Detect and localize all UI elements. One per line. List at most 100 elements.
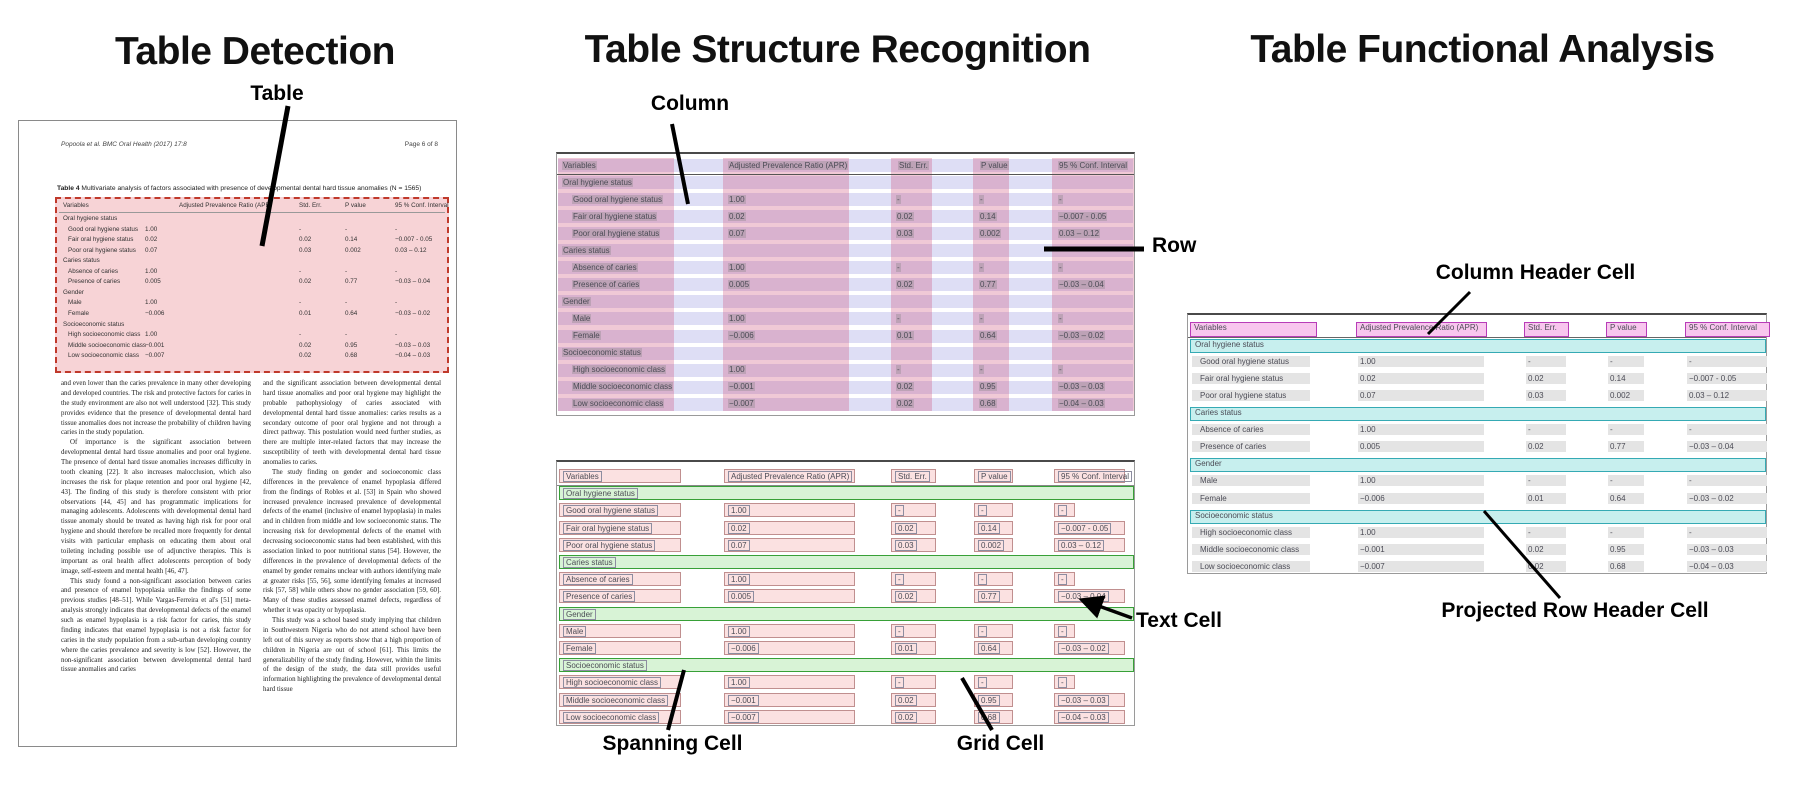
body-cell-band bbox=[1526, 526, 1566, 538]
text-cell: Adjusted Prevalence Ratio (APR) bbox=[728, 471, 853, 482]
grid-cell-box: 0.77 bbox=[974, 589, 1013, 604]
doc-cell-value: 0.77 bbox=[345, 278, 358, 286]
functional-cell-text: Fair oral hygiene status bbox=[1200, 374, 1284, 384]
structure-cell-text: −0.03 – 0.03 bbox=[1058, 382, 1105, 392]
structure-cell-text: - bbox=[1058, 262, 1063, 273]
row-band bbox=[558, 244, 1133, 258]
body-cell-band bbox=[1608, 543, 1644, 555]
text-cell: −0.03 – 0.02 bbox=[1058, 643, 1109, 654]
text-highlight: 0.005 bbox=[728, 279, 751, 289]
structure-cell-text: Female bbox=[572, 331, 601, 341]
grid-cell-box: Presence of caries bbox=[559, 589, 681, 604]
functional-cell-text: −0.03 – 0.04 bbox=[1689, 442, 1734, 452]
header-cell-box: 95 % Conf. Interval bbox=[1054, 469, 1133, 483]
row-band bbox=[558, 346, 1133, 360]
text-highlight: 0.68 bbox=[979, 399, 997, 409]
body-cell-band bbox=[1526, 475, 1566, 487]
doc-cell-value: - bbox=[345, 299, 348, 307]
text-cell: −0.006 bbox=[728, 643, 759, 654]
doc-cell-value: - bbox=[299, 225, 302, 233]
text-cell: Variables bbox=[563, 471, 602, 482]
text-highlight: Std. Err. bbox=[898, 161, 929, 170]
text-cell: Caries status bbox=[563, 557, 616, 568]
grid-cell-box: 0.002 bbox=[974, 537, 1013, 552]
row-band bbox=[558, 278, 1133, 292]
doc-cell-value: −0.007 bbox=[145, 352, 165, 360]
column-header-cell: P value bbox=[1606, 322, 1647, 337]
body-cell-band bbox=[1608, 475, 1644, 487]
row-band bbox=[558, 193, 1133, 207]
callout-text-cell: Text Cell bbox=[1136, 609, 1222, 632]
panel-title-detection: Table Detection bbox=[115, 30, 396, 73]
grid-cell-box: 1.00 bbox=[724, 503, 855, 518]
text-highlight: Poor oral hygiene status bbox=[572, 228, 661, 238]
grid-cell-box: −0.04 – 0.03 bbox=[1054, 709, 1125, 724]
text-cell: - bbox=[978, 677, 987, 689]
doc-cell-value: - bbox=[299, 267, 302, 275]
functional-cell-text: 1.00 bbox=[1360, 476, 1376, 486]
doc-row-label: Low socioeconomic class bbox=[68, 352, 140, 360]
doc-row-label: Good oral hygiene status bbox=[68, 225, 139, 233]
functional-cell-text: - bbox=[1528, 357, 1531, 367]
functional-cell-text: Male bbox=[1200, 476, 1218, 486]
row-band bbox=[558, 176, 1133, 190]
text-cell: Socioeconomic status bbox=[563, 660, 647, 672]
structure-cell-text: Gender bbox=[562, 296, 591, 307]
text-cell: 0.02 bbox=[895, 591, 917, 603]
text-cell: - bbox=[1058, 677, 1067, 689]
doc-row-label: Presence of caries bbox=[68, 278, 121, 286]
structure-cell-text: Presence of caries bbox=[572, 279, 641, 290]
structure-cell-text: - bbox=[896, 313, 901, 324]
text-cell: 0.77 bbox=[978, 591, 1000, 603]
text-cell: 0.002 bbox=[978, 539, 1005, 551]
doc-cell-value: 0.02 bbox=[299, 341, 312, 349]
text-cell: 1.00 bbox=[728, 574, 750, 586]
row-band bbox=[558, 380, 1133, 394]
doc-cell-value: 1.00 bbox=[145, 299, 158, 307]
text-cell: −0.007 bbox=[728, 711, 759, 723]
body-cell-band bbox=[1192, 543, 1310, 555]
text-highlight: Female bbox=[572, 331, 601, 340]
body-cell-band bbox=[1192, 475, 1310, 487]
text-highlight: - bbox=[1058, 262, 1063, 272]
body-cell-band bbox=[1192, 390, 1310, 402]
grid-cell-box: 0.02 bbox=[891, 709, 936, 724]
structure-cell-text: 0.77 bbox=[979, 279, 997, 290]
structure-cell-text: - bbox=[979, 262, 984, 273]
doc-row-label: High socioeconomic class bbox=[68, 331, 141, 339]
doc-table-caption-label: Table 4 bbox=[57, 185, 80, 192]
row-band bbox=[558, 397, 1133, 411]
doc-cell-value: 0.14 bbox=[345, 236, 358, 244]
doc-header-right: Page 6 of 8 bbox=[404, 141, 438, 148]
text-highlight: Adjusted Prevalence Ratio (APR) bbox=[728, 161, 849, 170]
functional-cell-text: - bbox=[1610, 527, 1613, 537]
structure-cell-text: Absence of caries bbox=[572, 262, 638, 273]
doc-cell-value: - bbox=[345, 225, 348, 233]
functional-cell-text: 0.005 bbox=[1360, 442, 1381, 452]
grid-cell-box: High socioeconomic class bbox=[559, 675, 681, 690]
functional-cell-text: Middle socioeconomic class bbox=[1200, 544, 1300, 554]
structure-cell-text: Adjusted Prevalence Ratio (APR) bbox=[728, 161, 849, 171]
functional-cell-text: Low socioeconomic class bbox=[1200, 561, 1291, 571]
text-highlight: −0.03 – 0.02 bbox=[1058, 331, 1105, 340]
body-cell-band bbox=[1608, 526, 1644, 538]
body-cell-band bbox=[1192, 560, 1310, 572]
doc-cell-value: - bbox=[395, 331, 398, 339]
functional-cell-text: −0.001 bbox=[1360, 544, 1385, 554]
body-cell-band bbox=[1687, 560, 1767, 572]
column-band bbox=[723, 158, 849, 411]
text-highlight: 1.00 bbox=[728, 365, 746, 375]
body-cell-band bbox=[1687, 390, 1767, 402]
doc-row-label: Absence of caries bbox=[68, 267, 119, 275]
text-highlight: 1.00 bbox=[728, 194, 746, 204]
doc-paragraph-right: and the significant association between … bbox=[263, 380, 441, 466]
functional-cell-text: 0.002 bbox=[1610, 391, 1631, 401]
structure-cell-text: High socioeconomic class bbox=[572, 365, 667, 375]
text-cell: - bbox=[895, 505, 904, 517]
body-cell-band bbox=[1358, 441, 1484, 453]
body-cell-band bbox=[1608, 373, 1644, 385]
body-cell-band bbox=[1192, 492, 1310, 504]
functional-cell-text: 0.77 bbox=[1610, 442, 1626, 452]
text-highlight: Gender bbox=[562, 296, 591, 306]
